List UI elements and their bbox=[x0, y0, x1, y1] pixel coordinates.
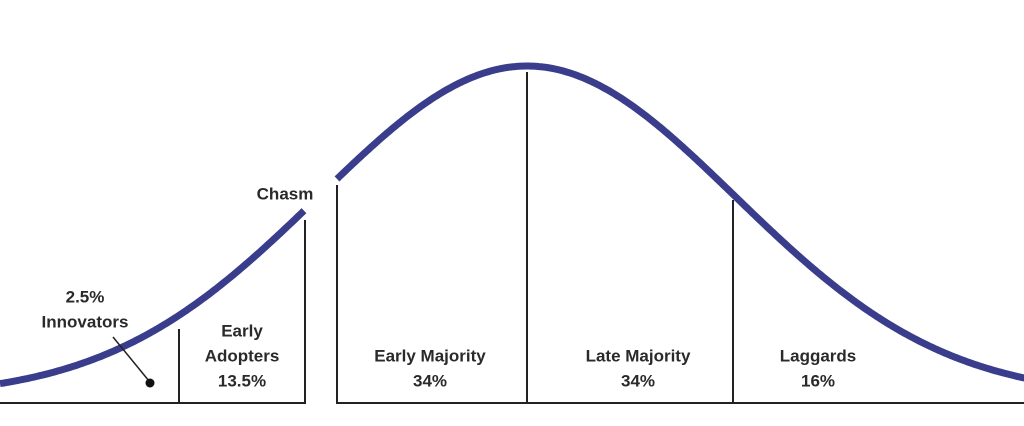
segment-label: Adopters bbox=[205, 346, 280, 365]
curve bbox=[334, 62, 1024, 382]
pointer bbox=[112, 336, 150, 382]
share: 34% bbox=[621, 371, 655, 390]
segment-label: Laggards bbox=[780, 346, 857, 365]
segment-label: Innovators bbox=[42, 312, 129, 331]
share: 13.5% bbox=[218, 371, 266, 390]
pointer-dot bbox=[145, 378, 155, 388]
curve bbox=[0, 208, 307, 388]
chasm-label: Chasm bbox=[257, 184, 314, 203]
share: 16% bbox=[801, 371, 835, 390]
share: 34% bbox=[413, 371, 447, 390]
segment-label: Early bbox=[221, 321, 263, 340]
segment-label: Early Majority bbox=[374, 346, 486, 365]
share: 2.5% bbox=[66, 287, 105, 306]
segment-label: Late Majority bbox=[586, 346, 691, 365]
